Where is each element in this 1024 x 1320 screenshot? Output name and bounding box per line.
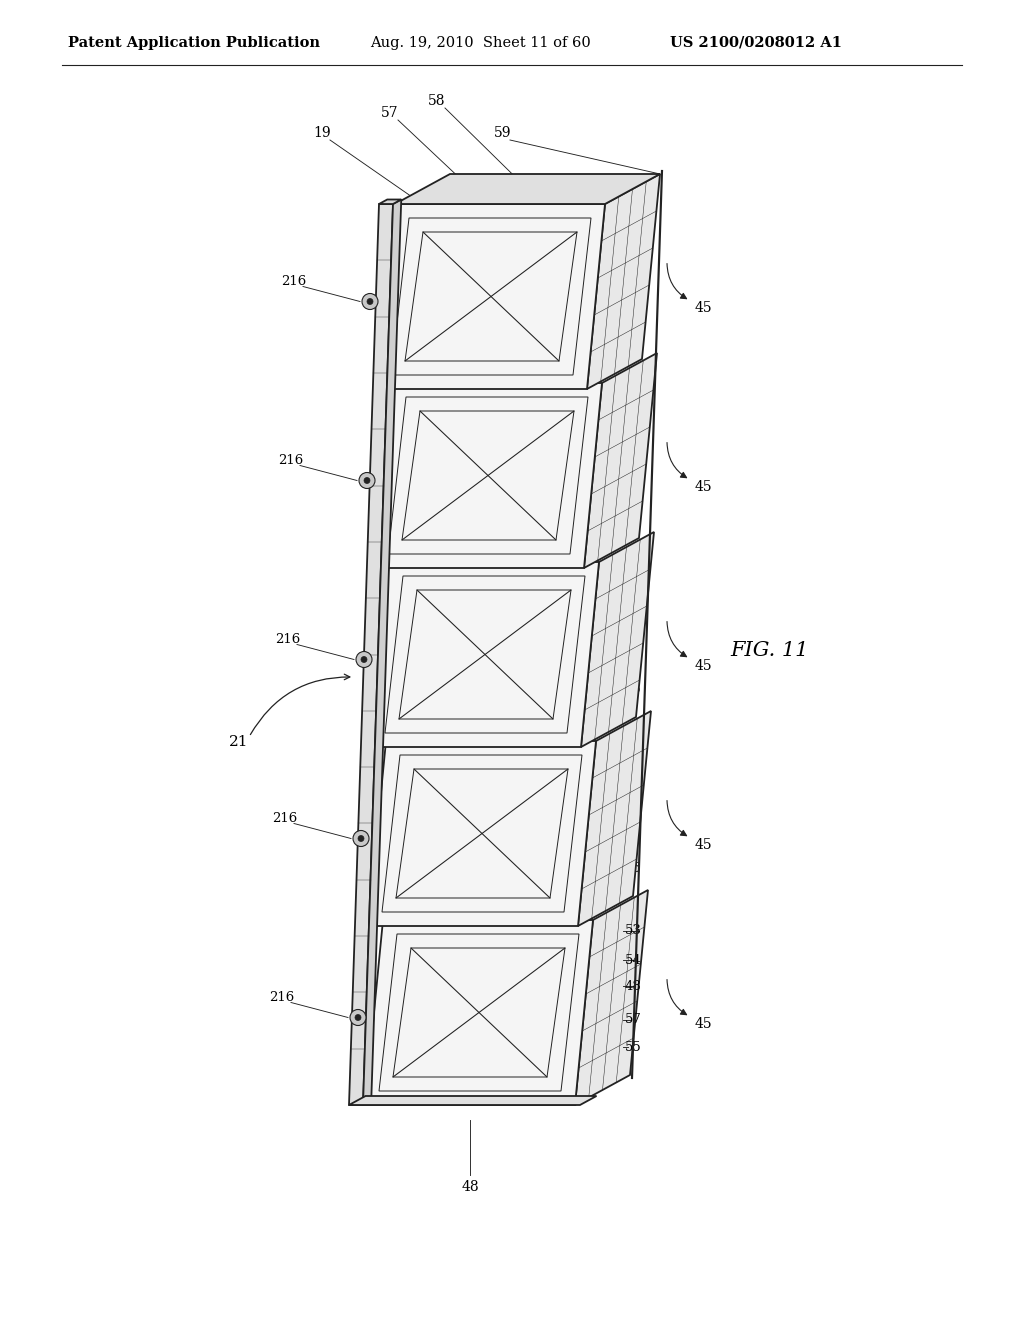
Polygon shape: [362, 199, 401, 1105]
Text: 58: 58: [428, 94, 445, 108]
Circle shape: [359, 473, 375, 488]
Text: 48: 48: [461, 1180, 479, 1195]
Polygon shape: [584, 352, 657, 568]
Text: 57: 57: [625, 834, 642, 847]
Circle shape: [364, 478, 370, 483]
Text: 216: 216: [275, 634, 300, 645]
Polygon shape: [374, 383, 602, 568]
Text: 45: 45: [695, 479, 713, 494]
Polygon shape: [395, 174, 660, 205]
Polygon shape: [575, 890, 648, 1105]
Text: 54: 54: [625, 954, 642, 966]
Circle shape: [353, 830, 369, 846]
Polygon shape: [349, 205, 393, 1105]
Circle shape: [367, 298, 373, 305]
Polygon shape: [377, 205, 605, 389]
Polygon shape: [379, 199, 401, 205]
Polygon shape: [349, 1096, 597, 1105]
Text: 21: 21: [229, 735, 249, 748]
Text: FIG. 11: FIG. 11: [730, 640, 808, 660]
Text: 55: 55: [625, 682, 642, 696]
Text: 45: 45: [695, 1016, 713, 1031]
Text: 45: 45: [695, 301, 713, 314]
Text: Patent Application Publication: Patent Application Publication: [68, 36, 319, 50]
Text: 48: 48: [625, 264, 642, 277]
Circle shape: [361, 656, 367, 663]
Text: 216: 216: [278, 454, 303, 467]
Text: 216: 216: [281, 275, 306, 288]
Circle shape: [356, 652, 372, 668]
Text: 57: 57: [625, 655, 642, 668]
Text: 48: 48: [625, 622, 642, 635]
Text: 57: 57: [625, 477, 642, 488]
Polygon shape: [371, 562, 599, 747]
Text: US 2100/0208012 A1: US 2100/0208012 A1: [670, 36, 842, 50]
Text: 216: 216: [272, 812, 297, 825]
Text: 55: 55: [625, 325, 642, 338]
Text: 54: 54: [625, 417, 642, 430]
Text: Aug. 19, 2010  Sheet 11 of 60: Aug. 19, 2010 Sheet 11 of 60: [370, 36, 591, 50]
Text: 45: 45: [695, 659, 713, 673]
Text: 45: 45: [695, 838, 713, 851]
Polygon shape: [578, 711, 651, 927]
Text: 53: 53: [625, 209, 642, 222]
Polygon shape: [368, 741, 596, 927]
Text: 19: 19: [313, 125, 331, 140]
Text: 53: 53: [625, 924, 642, 937]
Circle shape: [362, 293, 378, 309]
Text: 48: 48: [625, 979, 642, 993]
Text: 53: 53: [625, 746, 642, 758]
Text: 48: 48: [625, 442, 642, 455]
Circle shape: [355, 1015, 361, 1020]
Text: 48: 48: [625, 801, 642, 813]
Polygon shape: [587, 174, 660, 389]
Text: 53: 53: [625, 387, 642, 400]
Text: 57: 57: [625, 297, 642, 310]
Circle shape: [350, 1010, 366, 1026]
Text: 54: 54: [625, 775, 642, 788]
Text: 216: 216: [269, 991, 294, 1005]
Text: 55: 55: [625, 1040, 642, 1053]
Text: 55: 55: [625, 504, 642, 516]
Text: 54: 54: [625, 595, 642, 609]
Polygon shape: [581, 532, 654, 747]
Text: 53: 53: [625, 566, 642, 579]
Text: 57: 57: [625, 1012, 642, 1026]
Polygon shape: [365, 920, 593, 1105]
Text: 57: 57: [381, 106, 398, 120]
Circle shape: [358, 836, 364, 842]
Text: 59: 59: [495, 125, 512, 140]
Text: 55: 55: [625, 862, 642, 875]
Text: 54: 54: [625, 238, 642, 251]
